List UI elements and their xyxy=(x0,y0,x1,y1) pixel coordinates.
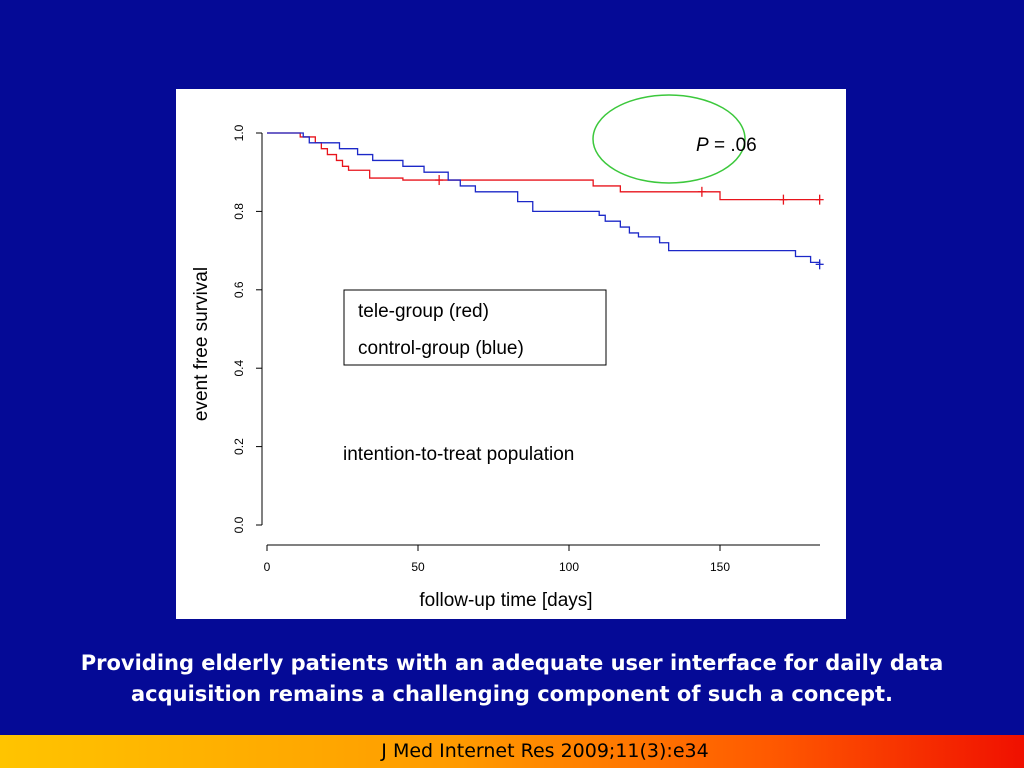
y-axis-title: event free survival xyxy=(191,267,212,421)
y-tick-label: 1.0 xyxy=(232,124,246,141)
axes xyxy=(261,133,820,546)
p-value-text: P = .06 xyxy=(696,135,757,156)
survival-chart: 0.0 0.2 0.4 0.6 0.8 1.0 0 50 100 150 event free … xyxy=(191,94,824,611)
legend-item-control: control-group (blue) xyxy=(358,338,524,359)
population-annotation: intention-to-treat population xyxy=(343,444,574,465)
x-axis-title: follow-up time [days] xyxy=(419,590,592,611)
slide-caption: Providing elderly patients with an adequ… xyxy=(80,651,944,706)
y-tick-label: 0.4 xyxy=(232,360,246,377)
y-ticks: 0.0 0.2 0.4 0.6 0.8 1.0 xyxy=(232,124,262,533)
legend-item-tele: tele-group (red) xyxy=(358,301,489,322)
p-value-label: P xyxy=(696,135,709,156)
chart-panel: 0.0 0.2 0.4 0.6 0.8 1.0 0 50 100 150 event free … xyxy=(176,89,846,619)
p-value-circle xyxy=(592,94,746,184)
legend: tele-group (red) control-group (blue) xyxy=(343,289,607,366)
legend-box xyxy=(343,289,607,366)
x-tick-label: 50 xyxy=(411,560,425,574)
y-tick-label: 0.6 xyxy=(232,281,246,298)
p-value-number: = .06 xyxy=(709,135,757,156)
control-survival-curve xyxy=(267,132,821,265)
x-tick-label: 100 xyxy=(559,560,579,574)
survival-curves xyxy=(267,132,824,270)
p-value-annotation: P = .06 xyxy=(592,94,757,184)
y-tick-label: 0.8 xyxy=(232,203,246,220)
y-tick-label: 0.2 xyxy=(232,438,246,455)
footer-bar: J Med Internet Res 2009;11(3):e34 xyxy=(0,735,1024,768)
citation: J Med Internet Res 2009;11(3):e34 xyxy=(381,740,709,762)
y-tick-label: 0.0 xyxy=(232,516,246,533)
x-tick-label: 150 xyxy=(710,560,730,574)
x-tick-label: 0 xyxy=(264,560,271,574)
x-ticks: 0 50 100 150 xyxy=(264,545,730,574)
